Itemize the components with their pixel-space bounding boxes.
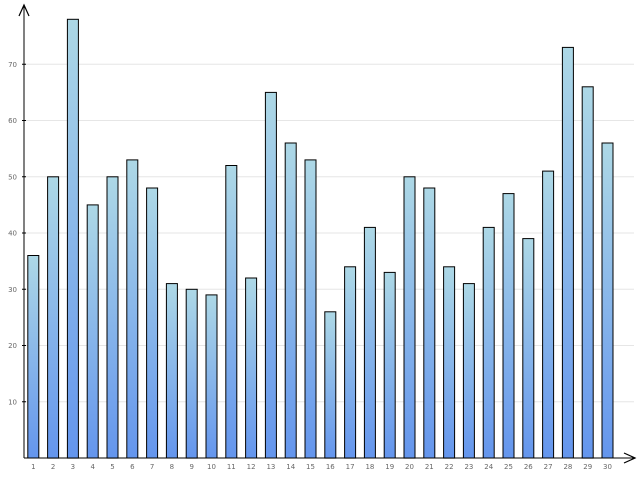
bar-12 — [245, 277, 258, 459]
x-tick-label: 2 — [51, 463, 55, 471]
x-tick-labels: 1 2 3 4 5 6 7 8 9 10 11 12 13 14 15 16 17 18 19 20 21 22 23 24 2… — [31, 463, 612, 471]
bar-28 — [561, 46, 574, 459]
x-tick-label: 8 — [170, 463, 174, 471]
x-tick-label: 18 — [365, 463, 374, 471]
axes — [18, 3, 637, 464]
x-tick-label: 11 — [227, 463, 236, 471]
x-tick-label: 14 — [286, 463, 295, 471]
x-tick-label: 15 — [306, 463, 315, 471]
bar-15 — [304, 159, 317, 459]
bar-6 — [126, 159, 139, 459]
bar-16 — [324, 311, 337, 459]
x-tick-label: 28 — [563, 463, 572, 471]
bar-11 — [225, 165, 238, 459]
bar-19 — [383, 271, 396, 459]
bar-4 — [86, 204, 99, 459]
gridlines — [22, 63, 634, 403]
x-axis-arrow-icon — [623, 452, 637, 464]
bar-25 — [502, 193, 515, 459]
bar-30 — [601, 142, 614, 459]
x-tick-label: 25 — [504, 463, 513, 471]
bar-9 — [185, 288, 198, 459]
x-tick-label: 4 — [90, 463, 95, 471]
y-tick-label: 50 — [8, 173, 17, 181]
x-tick-label: 24 — [484, 463, 493, 471]
bar-7 — [146, 187, 159, 459]
x-tick-label: 7 — [150, 463, 154, 471]
bar-17 — [344, 266, 357, 459]
x-tick-label: 13 — [266, 463, 275, 471]
bar-29 — [581, 86, 594, 459]
x-tick-label: 20 — [405, 463, 414, 471]
bars — [27, 18, 614, 459]
y-tick-labels: 10 20 30 40 50 60 70 — [8, 61, 17, 407]
x-tick-label: 22 — [445, 463, 454, 471]
x-tick-label: 9 — [189, 463, 193, 471]
bar-22 — [443, 266, 456, 459]
x-tick-label: 30 — [603, 463, 612, 471]
x-tick-label: 19 — [385, 463, 394, 471]
bar-5 — [106, 176, 119, 459]
y-tick-label: 60 — [8, 117, 17, 125]
bar-1 — [27, 255, 40, 459]
x-tick-label: 1 — [31, 463, 35, 471]
x-tick-label: 29 — [583, 463, 592, 471]
y-tick-label: 20 — [8, 342, 17, 350]
x-tick-label: 6 — [130, 463, 135, 471]
bar-21 — [423, 187, 436, 459]
x-tick-label: 26 — [524, 463, 533, 471]
y-axis-arrow-icon — [18, 3, 30, 17]
x-tick-label: 3 — [71, 463, 75, 471]
x-tick-label: 5 — [110, 463, 114, 471]
bar-26 — [522, 238, 535, 459]
bar-18 — [363, 226, 376, 459]
x-tick-label: 16 — [326, 463, 335, 471]
x-tick-label: 10 — [207, 463, 216, 471]
bar-23 — [462, 283, 475, 459]
bar-2 — [47, 176, 60, 459]
x-tick-label: 21 — [425, 463, 434, 471]
x-tick-label: 23 — [464, 463, 473, 471]
bar-3 — [66, 18, 79, 459]
bar-10 — [205, 294, 218, 459]
bar-14 — [284, 142, 297, 459]
bar-27 — [542, 170, 555, 459]
bar-13 — [264, 91, 277, 459]
bar-8 — [165, 283, 178, 459]
y-tick-label: 70 — [8, 61, 17, 69]
y-tick-label: 10 — [8, 398, 17, 406]
x-tick-label: 27 — [544, 463, 553, 471]
y-tick-label: 40 — [8, 230, 17, 238]
x-tick-label: 17 — [346, 463, 355, 471]
bar-20 — [403, 176, 416, 459]
bar-24 — [482, 226, 495, 459]
y-tick-label: 30 — [8, 286, 17, 294]
x-tick-label: 12 — [247, 463, 256, 471]
